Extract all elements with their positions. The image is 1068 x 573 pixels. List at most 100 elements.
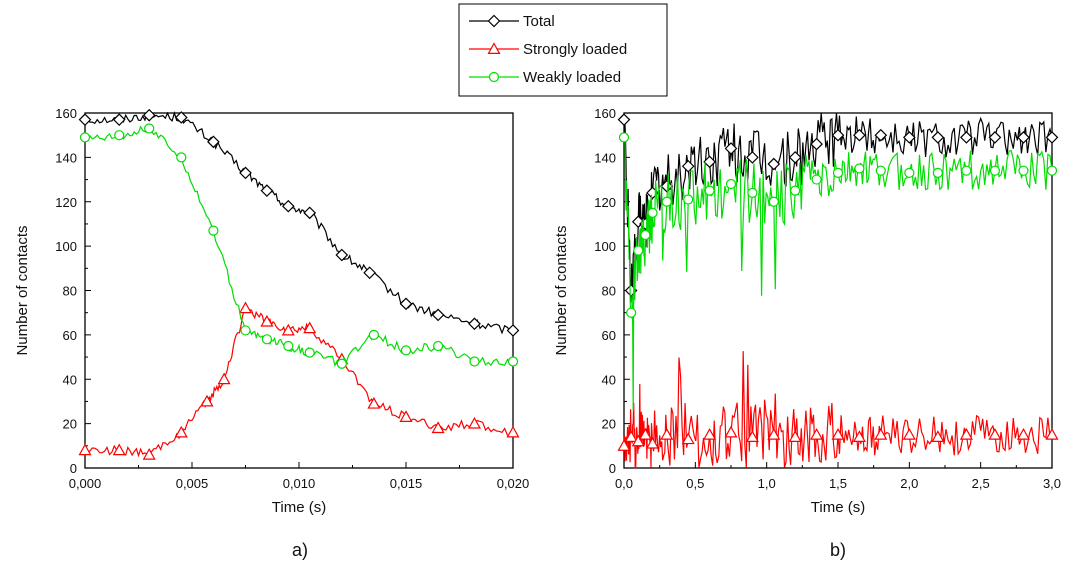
data-point <box>303 206 317 220</box>
data-point <box>681 432 695 445</box>
x-tick-label: 2,5 <box>972 476 990 491</box>
data-point <box>633 245 644 256</box>
data-point <box>747 187 758 198</box>
data-point <box>988 427 1002 440</box>
panel-a: 0 20 40 60 80 100 120 140 160 0,000 0,005 0,010 0,01… <box>14 106 529 560</box>
x-tick-label: 0,010 <box>283 476 316 491</box>
data-point <box>640 229 651 241</box>
legend-marker <box>488 71 500 83</box>
y-tick-label: 140 <box>55 150 77 165</box>
series-line-1 <box>84 307 514 458</box>
data-point <box>431 308 445 322</box>
data-point <box>367 396 381 409</box>
data-point <box>1018 165 1029 176</box>
x-tick-label: 0,005 <box>176 476 209 491</box>
data-point <box>174 425 188 438</box>
data-point <box>638 427 652 440</box>
data-point <box>724 142 738 155</box>
data-point <box>176 152 187 163</box>
data-point <box>260 314 274 327</box>
x-tick-label: 2,0 <box>900 476 918 491</box>
legend-marker <box>487 14 501 28</box>
x-tick-label: 0,000 <box>69 476 102 491</box>
data-point <box>1016 427 1030 440</box>
y-tick-label: 160 <box>55 106 77 121</box>
data-point <box>240 325 251 336</box>
data-point <box>200 394 214 407</box>
y-tick-label: 0 <box>70 461 77 476</box>
data-point <box>112 113 126 127</box>
data-point <box>661 196 672 207</box>
x-tick-label: 3,0 <box>1043 476 1061 491</box>
data-point <box>724 425 738 438</box>
data-point <box>507 356 519 367</box>
plot-frame <box>84 112 514 469</box>
y-tick-label: 40 <box>63 372 77 387</box>
y-tick-label: 120 <box>594 195 616 210</box>
data-point <box>283 340 294 352</box>
y-tick-label: 80 <box>63 284 77 299</box>
series-line-0 <box>84 111 514 335</box>
y-tick-label: 60 <box>602 328 616 343</box>
data-point <box>904 167 915 179</box>
legend-label: Weakly loaded <box>523 69 621 86</box>
data-point <box>78 443 92 456</box>
data-point <box>788 430 802 442</box>
data-point <box>874 128 888 142</box>
y-tick-label: 140 <box>594 150 616 165</box>
y-tick-label: 100 <box>594 239 616 254</box>
data-point <box>142 447 156 460</box>
series-line-1 <box>623 351 1053 469</box>
data-point <box>767 427 781 440</box>
data-point <box>469 356 480 367</box>
y-tick-label: 120 <box>55 195 77 210</box>
x-tick-label: 0,5 <box>686 476 704 491</box>
data-point <box>932 167 943 179</box>
data-point <box>902 131 916 144</box>
panel-label: b) <box>830 540 846 560</box>
data-point <box>144 123 155 134</box>
data-point <box>810 427 824 440</box>
panel-b: 0 20 40 60 80 100 120 140 160 0,0 0,5 1,0 1,5 2,0 2,5 3… <box>553 106 1061 560</box>
y-tick-label: 60 <box>63 328 77 343</box>
data-point <box>852 430 866 442</box>
x-tick-label: 0,0 <box>615 476 633 491</box>
data-point <box>618 132 630 143</box>
data-point <box>335 248 349 262</box>
data-point <box>238 301 253 314</box>
x-axis-label: Time (s) <box>811 499 865 516</box>
data-point <box>989 165 1001 176</box>
data-point <box>433 340 444 352</box>
y-tick-label: 40 <box>602 372 616 387</box>
data-point <box>617 113 631 127</box>
data-point <box>431 421 445 434</box>
y-tick-label: 20 <box>602 417 616 432</box>
data-point <box>902 427 916 440</box>
data-point <box>1046 165 1058 176</box>
data-point <box>303 321 317 334</box>
data-point <box>767 157 781 171</box>
data-point <box>811 174 822 185</box>
data-point <box>631 434 645 447</box>
data-point <box>931 430 945 442</box>
data-point <box>208 225 219 236</box>
data-point <box>142 108 156 122</box>
data-point <box>506 324 520 337</box>
data-point <box>467 416 481 429</box>
data-point <box>646 436 660 449</box>
legend-marker <box>487 42 501 55</box>
data-point <box>745 430 759 442</box>
data-point <box>704 185 715 196</box>
data-point <box>874 427 888 440</box>
data-point <box>831 427 845 440</box>
y-tick-label: 100 <box>55 239 77 254</box>
y-tick-label: 80 <box>602 284 616 299</box>
legend: Total Strongly loaded Weakly loaded <box>458 3 668 97</box>
data-point <box>768 196 779 207</box>
data-point <box>174 111 188 124</box>
data-point <box>207 135 220 149</box>
data-point <box>468 317 481 331</box>
data-point <box>961 165 972 176</box>
x-tick-label: 0,020 <box>497 476 530 491</box>
